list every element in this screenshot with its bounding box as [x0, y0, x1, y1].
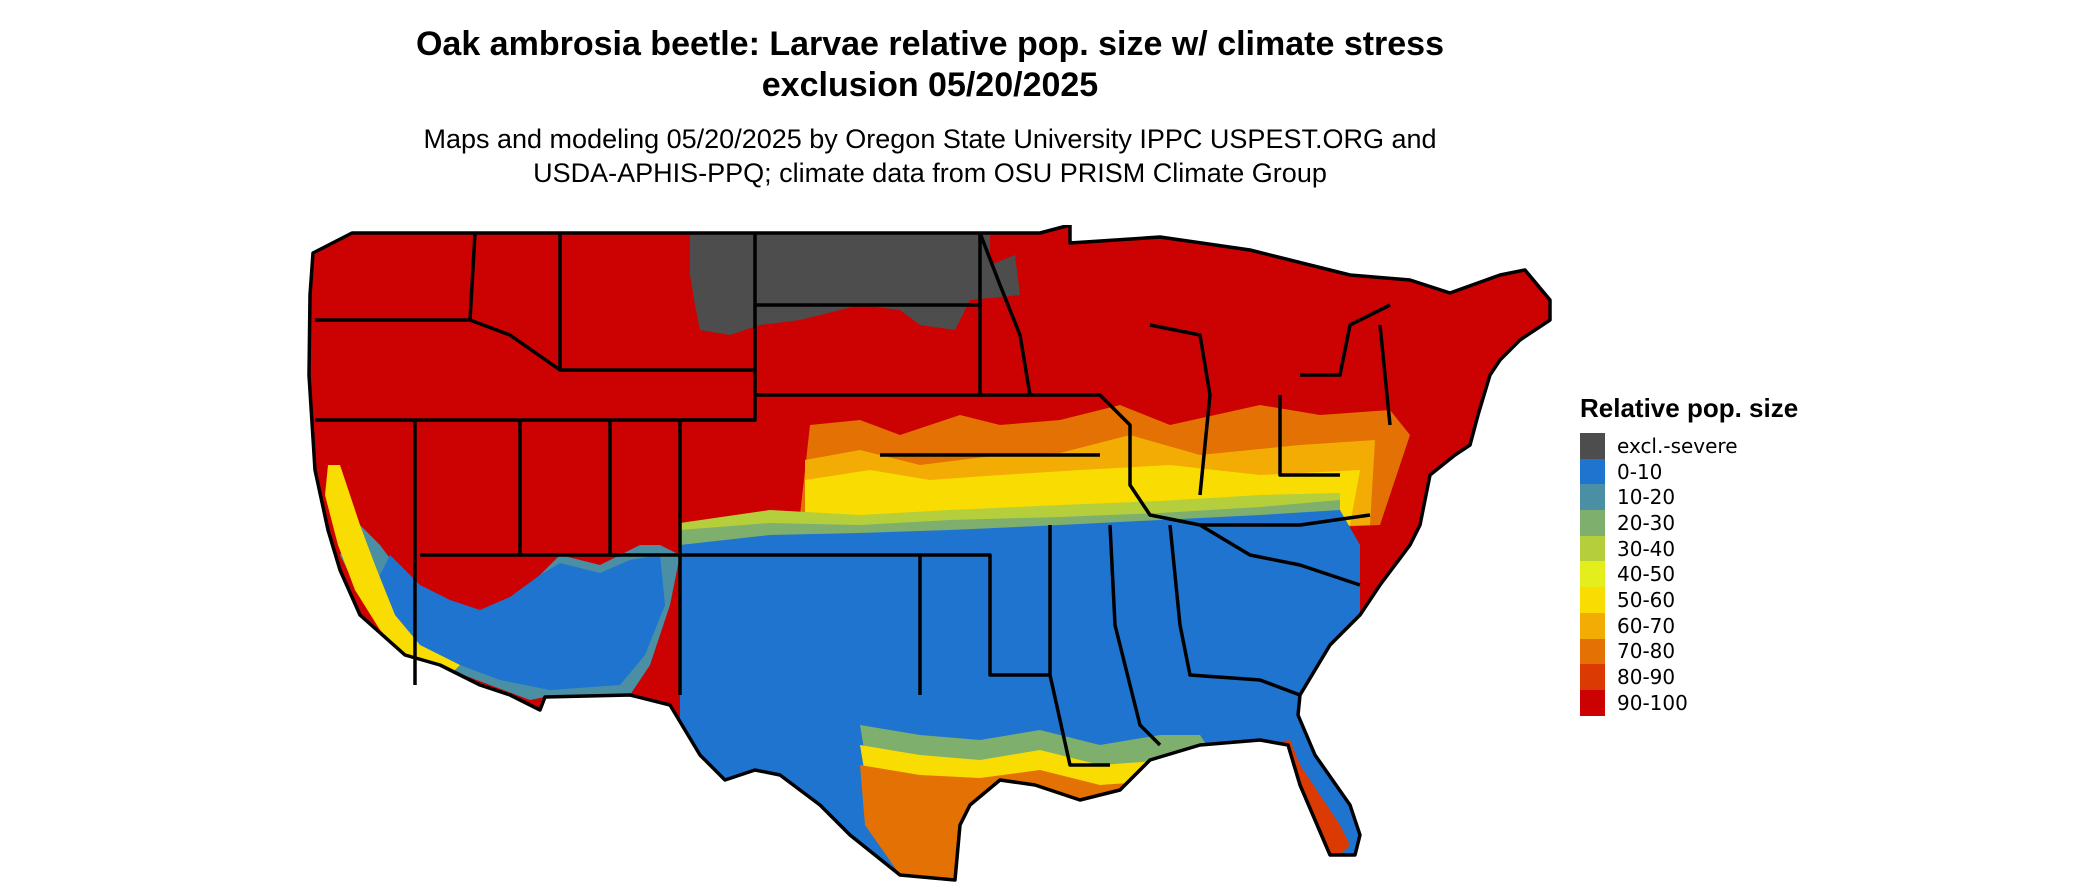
legend-title: Relative pop. size	[1580, 393, 1799, 423]
legend-swatch	[1580, 638, 1605, 665]
legend-item: 60-70	[1580, 612, 1798, 639]
zone-0-10-south	[680, 510, 1360, 880]
legend-swatch	[1580, 535, 1605, 562]
legend-label: 60-70	[1617, 613, 1676, 638]
legend-label: 90-100	[1617, 690, 1688, 715]
legend-item: 0-10	[1580, 458, 1798, 485]
map-subtitle-line-1: Maps and modeling 05/20/2025 by Oregon S…	[423, 124, 1437, 154]
us-map	[307, 225, 1552, 882]
california-coast-yellow	[325, 465, 460, 675]
legend-swatch	[1580, 561, 1605, 588]
map-title-line-1: Oak ambrosia beetle: Larvae relative pop…	[415, 25, 1445, 63]
legend-swatch	[1580, 433, 1605, 459]
legend-swatch	[1580, 689, 1605, 716]
legend-item: 90-100	[1580, 689, 1798, 716]
legend-item: 40-50	[1580, 561, 1798, 588]
legend-swatch	[1580, 484, 1605, 511]
legend-label: 50-60	[1617, 587, 1676, 612]
state-boundaries	[307, 225, 1552, 882]
map-title-line-2: exclusion 05/20/2025	[761, 66, 1099, 104]
map-title: Oak ambrosia beetle: Larvae relative pop…	[300, 24, 1560, 106]
legend-label: 20-30	[1617, 510, 1676, 535]
legend-label: 70-80	[1617, 639, 1676, 664]
map-legend: Relative pop. size excl.-severe 0-10 10-20…	[1580, 393, 1798, 716]
legend-item: 50-60	[1580, 587, 1798, 613]
legend-label: 80-90	[1617, 665, 1676, 690]
exclusion-zone-north	[690, 225, 1020, 335]
map-subtitle: Maps and modeling 05/20/2025 by Oregon S…	[300, 122, 1560, 190]
legend-swatch	[1580, 587, 1605, 613]
legend-swatch	[1580, 612, 1605, 639]
legend-item: 70-80	[1580, 638, 1798, 665]
legend-item: excl.-severe	[1580, 433, 1798, 459]
legend-item: 30-40	[1580, 535, 1798, 562]
legend-label: 10-20	[1617, 485, 1676, 510]
map-subtitle-line-2: USDA-APHIS-PPQ; climate data from OSU PR…	[533, 158, 1327, 188]
southwest-0-10	[375, 555, 665, 690]
legend-items: excl.-severe 0-10 10-20 20-30 30-40 40-50 50-6…	[1580, 433, 1798, 716]
legend-label: 40-50	[1617, 562, 1676, 587]
legend-item: 20-30	[1580, 510, 1798, 536]
legend-item: 10-20	[1580, 484, 1798, 511]
legend-label: 30-40	[1617, 536, 1676, 561]
legend-swatch	[1580, 458, 1605, 485]
legend-swatch	[1580, 510, 1605, 536]
legend-swatch	[1580, 664, 1605, 690]
legend-label: excl.-severe	[1617, 433, 1738, 458]
legend-item: 80-90	[1580, 664, 1798, 690]
legend-label: 0-10	[1617, 459, 1663, 484]
